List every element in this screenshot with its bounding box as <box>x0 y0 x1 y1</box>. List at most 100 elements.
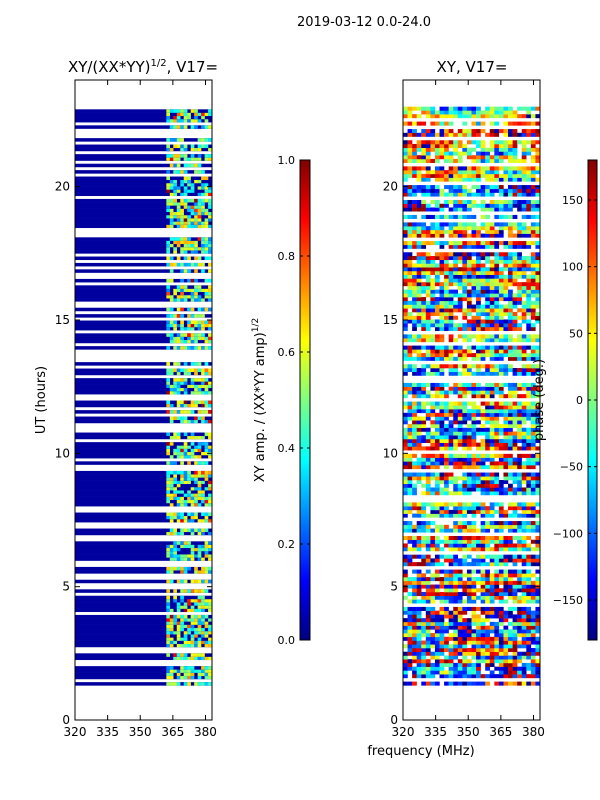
heatmap-cell <box>517 241 522 246</box>
heatmap-cell <box>169 243 174 248</box>
heatmap-cell <box>517 356 522 361</box>
heatmap-cell <box>421 200 427 205</box>
heatmap-cell <box>197 205 202 209</box>
heatmap-cell <box>190 205 195 209</box>
heatmap-cell <box>407 618 413 623</box>
heatmap-cell <box>204 541 209 545</box>
heatmap-cell <box>480 158 486 163</box>
heatmap-cell <box>521 356 527 361</box>
heatmap-cell <box>462 106 468 111</box>
heatmap-cell <box>476 304 481 309</box>
heatmap-cell <box>194 269 198 273</box>
heatmap-cell <box>489 364 495 369</box>
heatmap-cell <box>407 364 413 369</box>
heatmap-cell <box>462 412 468 417</box>
heatmap-cell <box>453 263 458 268</box>
heatmap-cell <box>201 240 205 245</box>
heatmap-cell <box>412 244 417 249</box>
heatmap-cell <box>444 259 449 264</box>
heatmap-cell <box>453 386 458 391</box>
heatmap-cell <box>466 368 472 373</box>
heatmap-cell <box>476 259 481 264</box>
heatmap-cell <box>412 487 417 492</box>
heatmap-cell <box>466 155 472 160</box>
heatmap-cell <box>403 158 408 163</box>
heatmap-cell <box>526 629 532 634</box>
heatmap-cell <box>485 188 490 193</box>
heatmap-cell <box>448 595 454 600</box>
heatmap-cell <box>480 621 486 626</box>
heatmap-cell <box>416 424 422 429</box>
heatmap-cell <box>521 610 527 615</box>
heatmap-cell <box>187 480 191 485</box>
heatmap-cell <box>512 562 518 567</box>
heatmap-cell <box>521 674 527 679</box>
heatmap-cell <box>453 427 458 432</box>
heatmap-cell <box>412 651 417 656</box>
heatmap-cell <box>453 524 458 529</box>
heatmap-cell <box>462 173 468 178</box>
heatmap-cell <box>434 394 440 399</box>
heatmap-cell <box>430 610 436 615</box>
heatmap-cell <box>190 605 195 609</box>
heatmap-cell <box>444 319 449 324</box>
heatmap-cell <box>494 334 500 339</box>
heatmap-cell <box>434 338 440 343</box>
heatmap-cell <box>480 386 486 391</box>
heatmap-cell <box>526 662 532 667</box>
heatmap-cell <box>439 147 445 152</box>
heatmap-cell <box>480 659 486 664</box>
colorbar-tick-label: 0.8 <box>278 250 296 263</box>
heatmap-cell <box>471 323 477 328</box>
heatmap-cell <box>512 640 518 645</box>
heatmap-cell <box>201 176 205 181</box>
heatmap-cell <box>403 364 408 369</box>
heatmap-cell <box>201 192 205 197</box>
heatmap-cell <box>430 625 436 630</box>
heatmap-cell <box>535 420 540 425</box>
heatmap-cell <box>412 506 417 511</box>
heatmap-cell <box>421 214 427 219</box>
heatmap-cell <box>412 229 417 234</box>
heatmap-cell <box>407 438 413 443</box>
heatmap-cell <box>169 237 174 241</box>
heatmap-cell <box>476 278 481 283</box>
heatmap-cell <box>444 483 449 488</box>
heatmap-cell <box>485 569 490 574</box>
heatmap-cell <box>508 278 513 283</box>
heatmap-cell <box>489 207 495 212</box>
heatmap-cell <box>201 630 205 635</box>
heatmap-cell <box>526 521 532 526</box>
heatmap-cell <box>412 453 417 458</box>
heatmap-cell <box>517 263 522 268</box>
heatmap-cell <box>480 353 486 358</box>
heatmap-cell <box>208 371 212 376</box>
heatmap-cell <box>180 112 184 117</box>
heatmap-cell <box>444 185 449 190</box>
heatmap-cell <box>166 250 171 254</box>
heatmap-cell <box>194 486 198 491</box>
heatmap-row <box>75 630 212 635</box>
heatmap-cell <box>407 409 413 414</box>
heatmap-cell <box>180 323 184 328</box>
heatmap-cell <box>512 584 518 589</box>
heatmap-cell <box>434 506 440 511</box>
heatmap-cell <box>480 547 486 552</box>
heatmap-cell <box>485 312 490 317</box>
heatmap-cell <box>480 606 486 611</box>
heatmap-cell <box>489 606 495 611</box>
heatmap-cell <box>462 666 468 671</box>
heatmap-cell <box>430 618 436 623</box>
heatmap-cell <box>489 382 495 387</box>
heatmap-cell <box>498 188 504 193</box>
heatmap-cell <box>430 521 436 526</box>
heatmap-cell <box>476 106 481 111</box>
heatmap-cell <box>535 263 540 268</box>
heatmap-cell <box>190 448 195 453</box>
heatmap-cell <box>439 554 445 559</box>
heatmap-cell <box>489 580 495 585</box>
heatmap-cell <box>173 381 177 385</box>
heatmap-cell <box>412 323 417 328</box>
heatmap-cell <box>208 445 212 449</box>
heatmap-cell <box>521 405 527 410</box>
